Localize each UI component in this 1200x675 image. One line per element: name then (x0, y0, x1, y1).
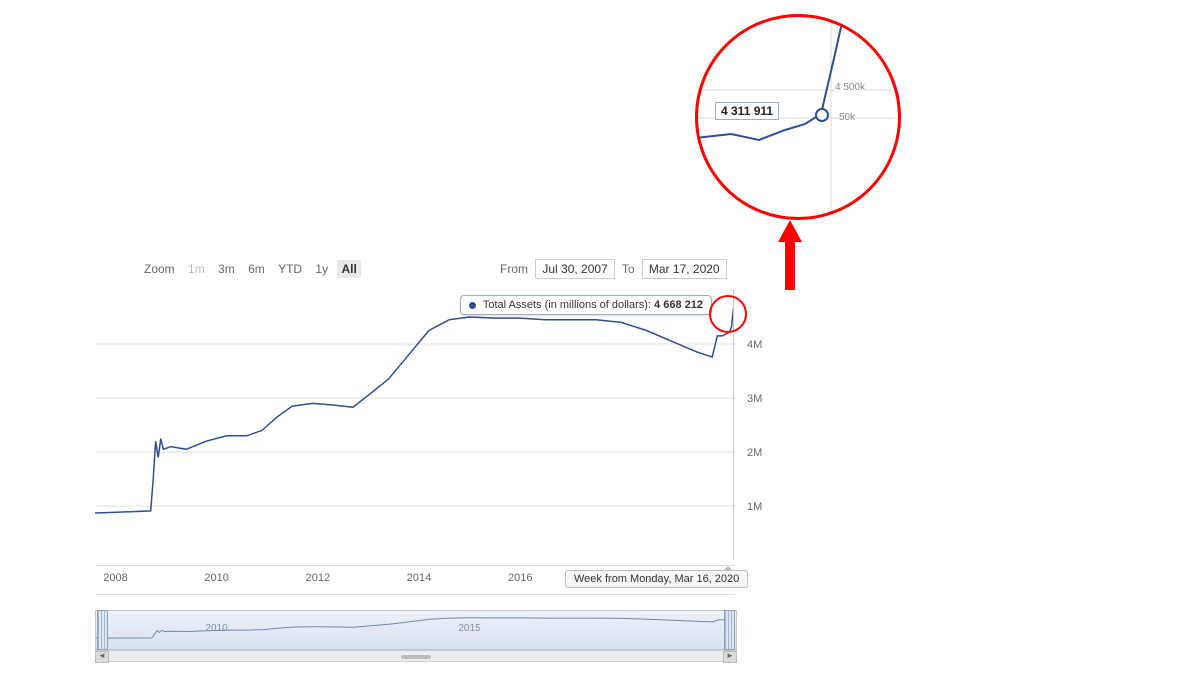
navigator-tick-1: 2015 (458, 623, 480, 634)
zoom-label: Zoom (140, 260, 179, 278)
x-axis-tooltip-text: Week from Monday, Mar 16, 2020 (574, 573, 739, 585)
main-chart[interactable]: 1M2M3M4M (95, 290, 735, 560)
navigator-handle-right[interactable] (724, 610, 735, 650)
svg-text:3M: 3M (747, 393, 762, 405)
tooltip-series-name: Total Assets (in millions of dollars) (483, 299, 648, 311)
zoom-1y[interactable]: 1y (311, 260, 332, 278)
x-tick: 2014 (407, 572, 431, 584)
arrow-head-icon (778, 220, 802, 242)
scroll-left-icon[interactable]: ◄ (95, 651, 109, 663)
x-tick: 2010 (204, 572, 228, 584)
date-range: From Jul 30, 2007 To Mar 17, 2020 (500, 259, 731, 279)
to-input[interactable]: Mar 17, 2020 (642, 259, 727, 279)
from-label: From (500, 262, 528, 276)
zoom-6m[interactable]: 6m (244, 260, 269, 278)
zoom-ytd[interactable]: YTD (274, 260, 306, 278)
tooltip-dot-icon (469, 302, 476, 309)
zoom-all[interactable]: All (337, 260, 360, 278)
arrow-shaft (785, 240, 795, 290)
svg-text:2M: 2M (747, 447, 762, 459)
from-input[interactable]: Jul 30, 2007 (535, 259, 614, 279)
svg-text:4M: 4M (747, 339, 762, 351)
x-axis-tooltip: Week from Monday, Mar 16, 2020 (565, 570, 748, 588)
scroll-right-icon[interactable]: ► (723, 651, 737, 663)
x-tick: 2012 (306, 572, 330, 584)
top-whitespace (85, 0, 825, 60)
scrollbar-thumb[interactable] (401, 655, 431, 659)
x-tick: 2016 (508, 572, 532, 584)
zoom-3m[interactable]: 3m (214, 260, 239, 278)
annotation-circle-small (709, 295, 747, 333)
to-label: To (622, 262, 635, 276)
zoom-1m[interactable]: 1m (184, 260, 209, 278)
navigator-area[interactable]: 2010 2015 (95, 610, 737, 650)
navigator-handle-left[interactable] (97, 610, 108, 650)
x-tick: 2008 (103, 572, 127, 584)
svg-text:1M: 1M (747, 501, 762, 513)
zoom-toolbar: Zoom 1m 3m 6m YTD 1y All (140, 260, 363, 278)
navigator-tick-0: 2010 (205, 623, 227, 634)
series-tooltip: Total Assets (in millions of dollars): 4… (460, 295, 712, 315)
range-navigator[interactable]: 2010 2015 ◄ ► (95, 610, 735, 658)
tooltip-value: 4 668 212 (654, 299, 703, 311)
navigator-scrollbar[interactable]: ◄ ► (95, 650, 737, 662)
annotation-circle-big (695, 14, 901, 220)
